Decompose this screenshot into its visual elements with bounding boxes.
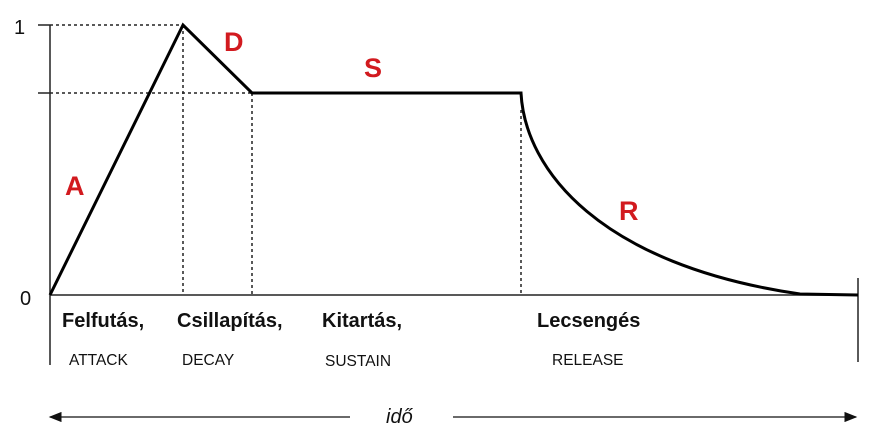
time-label: idő [386,406,414,428]
y-label-0: 0 [20,288,31,310]
envelope-curve [48,22,859,297]
letter-attack: A [65,171,85,201]
label-felfutas: Felfutás, [62,310,144,332]
label-csillapitas: Csillapítás, [177,310,283,332]
letter-release: R [619,196,639,226]
label-lecsenges: Lecsengés [537,310,640,332]
label-sustain: SUSTAIN [325,353,391,370]
label-kitartas: Kitartás, [322,310,402,332]
label-release: RELEASE [552,352,624,369]
letter-decay: D [224,27,244,57]
label-attack: ATTACK [69,352,129,369]
letter-sustain: S [364,53,382,83]
y-label-1: 1 [14,17,25,39]
label-decay: DECAY [182,352,234,369]
